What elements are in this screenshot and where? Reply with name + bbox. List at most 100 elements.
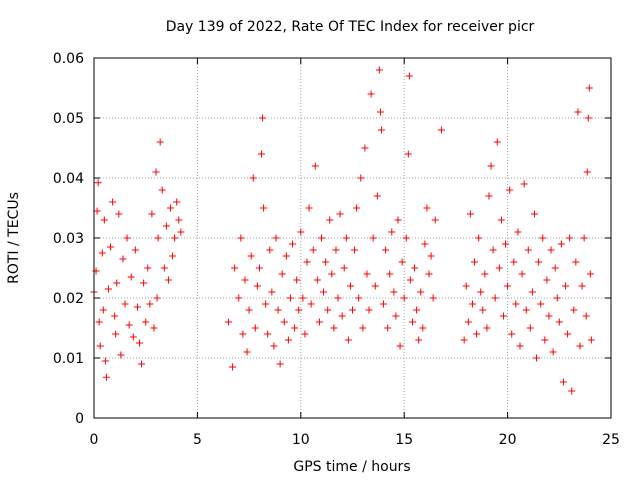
x-tick-label: 15 <box>395 432 413 448</box>
data-point <box>315 318 323 326</box>
data-point <box>568 387 576 395</box>
data-point <box>421 240 429 248</box>
x-axis-label: GPS time / hours <box>293 459 410 475</box>
data-point <box>402 234 410 242</box>
data-point <box>394 216 402 224</box>
data-point <box>96 342 104 350</box>
data-point <box>328 270 336 278</box>
data-point <box>144 264 152 272</box>
data-point <box>562 282 570 290</box>
data-point <box>355 294 363 302</box>
data-point <box>377 126 385 134</box>
data-point <box>264 330 272 338</box>
data-point <box>286 294 294 302</box>
data-point <box>95 318 103 326</box>
data-point <box>258 150 266 158</box>
x-tick-label: 0 <box>90 432 99 448</box>
data-point <box>162 222 170 230</box>
data-point <box>369 234 377 242</box>
data-point <box>305 204 313 212</box>
data-point <box>167 204 175 212</box>
y-tick-label: 0.04 <box>53 171 84 187</box>
data-point <box>510 258 518 266</box>
data-point <box>100 216 108 224</box>
x-tick-label: 20 <box>499 432 517 448</box>
data-point <box>375 66 383 74</box>
data-point <box>504 282 512 290</box>
data-point <box>514 228 522 236</box>
data-point <box>235 294 243 302</box>
data-point <box>107 243 115 251</box>
data-point <box>349 306 356 314</box>
data-point <box>572 258 580 266</box>
data-point <box>109 198 117 206</box>
data-point <box>495 264 503 272</box>
data-point <box>276 360 284 368</box>
data-point <box>466 210 474 218</box>
data-point <box>266 246 274 254</box>
y-tick-label: 0.06 <box>53 51 84 67</box>
y-tick-label: 0.05 <box>53 111 84 127</box>
data-point <box>477 288 485 296</box>
data-point <box>417 288 425 296</box>
data-point <box>564 330 572 338</box>
data-point <box>111 312 119 320</box>
data-point <box>303 258 311 266</box>
data-point <box>545 312 553 320</box>
data-point <box>259 114 267 122</box>
data-point <box>479 306 487 314</box>
data-point <box>291 324 299 332</box>
data-point <box>104 285 112 293</box>
data-point <box>483 324 491 332</box>
data-point <box>351 246 359 254</box>
data-point <box>520 180 528 188</box>
data-point <box>582 312 590 320</box>
data-point <box>406 276 414 284</box>
data-point <box>371 282 379 290</box>
data-point <box>289 240 297 248</box>
y-axis-label: ROTI / TECUs <box>6 192 22 284</box>
data-point <box>587 336 595 344</box>
data-point <box>518 270 526 278</box>
data-point <box>506 186 514 194</box>
data-point <box>94 179 102 187</box>
data-point <box>361 144 369 152</box>
data-point <box>580 234 588 242</box>
data-point <box>541 336 549 344</box>
data-point <box>293 276 301 284</box>
data-point <box>241 276 249 284</box>
data-point <box>404 150 412 158</box>
data-point <box>129 333 137 341</box>
data-point <box>559 378 567 386</box>
data-point <box>427 252 435 260</box>
data-point <box>419 324 427 332</box>
data-point <box>431 216 439 224</box>
data-point <box>346 282 354 290</box>
y-tick-label: 0.03 <box>53 231 84 247</box>
data-point <box>586 270 594 278</box>
data-point <box>317 234 325 242</box>
data-point <box>117 351 125 359</box>
data-point <box>508 330 516 338</box>
data-point <box>386 270 394 278</box>
data-point <box>171 234 179 242</box>
data-point <box>530 210 538 218</box>
data-point <box>367 90 375 98</box>
data-point <box>493 138 501 146</box>
data-point <box>243 348 251 356</box>
data-point <box>583 168 591 176</box>
data-point <box>382 246 390 254</box>
data-point <box>251 324 259 332</box>
data-point <box>539 234 547 242</box>
data-point <box>249 174 257 182</box>
data-point <box>405 72 413 80</box>
data-point <box>460 336 468 344</box>
data-point <box>142 318 150 326</box>
data-point <box>516 342 524 350</box>
data-point <box>512 300 520 308</box>
data-point <box>524 246 532 254</box>
data-point <box>392 312 400 320</box>
data-point <box>332 246 340 254</box>
data-point <box>336 210 344 218</box>
